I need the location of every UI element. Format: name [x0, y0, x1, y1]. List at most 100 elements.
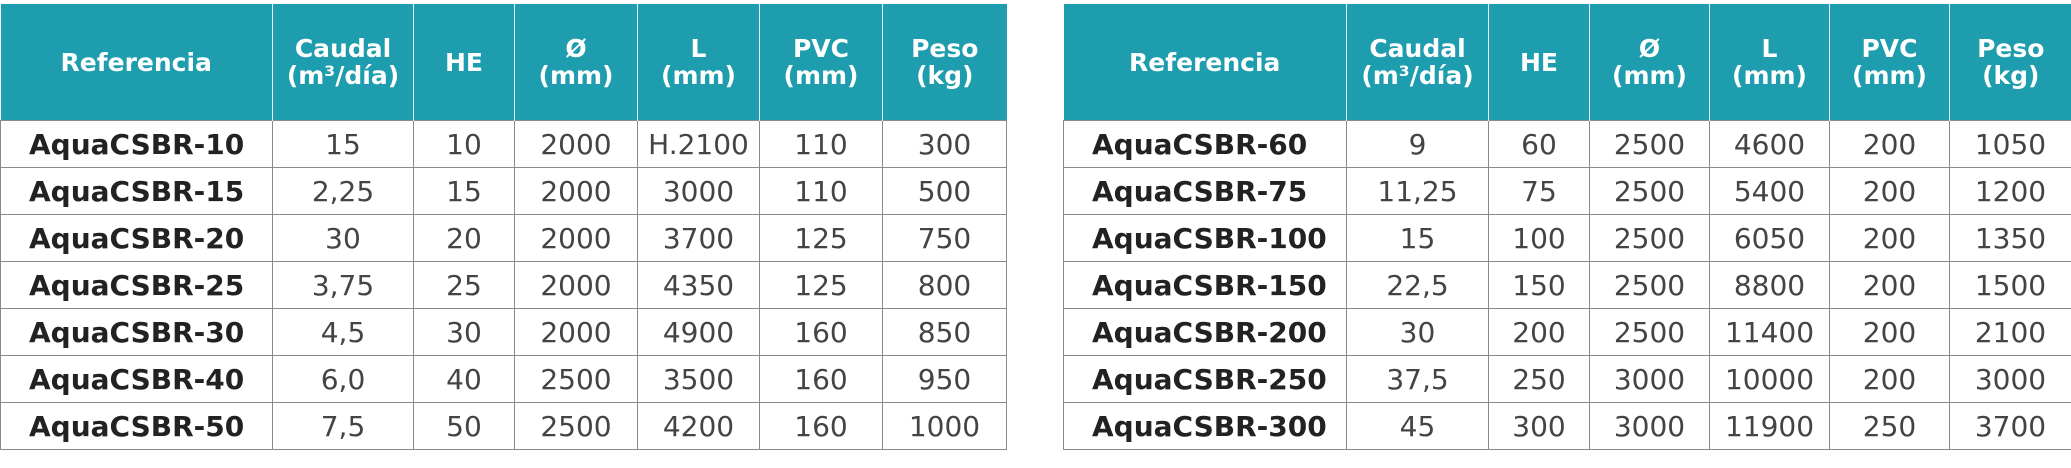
cell: 200 [1488, 308, 1590, 356]
model-name: AquaCSBR-20 [0, 214, 273, 262]
cell: 9 [1346, 120, 1489, 168]
cell: H.2100 [637, 120, 760, 168]
cell: 15 [272, 120, 414, 168]
cell: 3000 [1949, 355, 2071, 403]
cell: 200 [1829, 355, 1950, 403]
spec-table: Referencia Caudal (m³/día) HE Ø (mm) L (mm) P… [0, 4, 1007, 450]
cell: 3,75 [272, 261, 414, 309]
cell: 8800 [1709, 261, 1830, 309]
cell: 2500 [514, 402, 638, 450]
cell: 160 [759, 402, 883, 450]
cell: 3700 [637, 214, 760, 262]
cell: 15 [1346, 214, 1489, 262]
cell: 25 [413, 261, 515, 309]
cell: 10000 [1709, 355, 1830, 403]
cell: 2,25 [272, 167, 414, 215]
table-row: AquaCSBR-60 9 60 2500 4600 200 1050 [1063, 120, 2071, 168]
model-name: AquaCSBR-60 [1063, 120, 1347, 168]
model-name: AquaCSBR-40 [0, 355, 273, 403]
model-name: AquaCSBR-30 [0, 308, 273, 356]
cell: 4200 [637, 402, 760, 450]
model-name: AquaCSBR-300 [1063, 402, 1347, 450]
column-header: Ø (mm) [1589, 4, 1710, 121]
cell: 1000 [882, 402, 1007, 450]
model-name: AquaCSBR-150 [1063, 261, 1347, 309]
cell: 300 [1488, 402, 1590, 450]
cell: 2000 [514, 167, 638, 215]
column-header: PVC (mm) [759, 4, 883, 121]
model-name: AquaCSBR-250 [1063, 355, 1347, 403]
cell: 6050 [1709, 214, 1830, 262]
table-row: AquaCSBR-10 15 10 2000 H.2100 110 300 [0, 120, 1007, 168]
cell: 1350 [1949, 214, 2071, 262]
cell: 125 [759, 214, 883, 262]
table-row: AquaCSBR-150 22,5 150 2500 8800 200 1500 [1063, 261, 2071, 309]
cell: 2500 [1589, 167, 1710, 215]
table-row: AquaCSBR-15 2,25 15 2000 3000 110 500 [0, 167, 1007, 215]
cell: 3500 [637, 355, 760, 403]
cell: 200 [1829, 167, 1950, 215]
cell: 6,0 [272, 355, 414, 403]
column-header: HE [1488, 4, 1590, 121]
cell: 75 [1488, 167, 1590, 215]
column-header: HE [413, 4, 515, 121]
cell: 20 [413, 214, 515, 262]
cell: 2500 [1589, 214, 1710, 262]
model-name: AquaCSBR-10 [0, 120, 273, 168]
cell: 950 [882, 355, 1007, 403]
spec-table: Referencia Caudal (m³/día) HE Ø (mm) L (mm) P… [1063, 4, 2071, 450]
cell: 300 [882, 120, 1007, 168]
cell: 37,5 [1346, 355, 1489, 403]
cell: 30 [272, 214, 414, 262]
cell: 850 [882, 308, 1007, 356]
cell: 1200 [1949, 167, 2071, 215]
cell: 110 [759, 120, 883, 168]
cell: 250 [1829, 402, 1950, 450]
cell: 10 [413, 120, 515, 168]
model-name: AquaCSBR-75 [1063, 167, 1347, 215]
cell: 7,5 [272, 402, 414, 450]
cell: 800 [882, 261, 1007, 309]
column-header: Caudal (m³/día) [272, 4, 414, 121]
cell: 60 [1488, 120, 1590, 168]
cell: 3000 [1589, 355, 1710, 403]
cell: 3000 [1589, 402, 1710, 450]
column-header: Referencia [1063, 4, 1347, 121]
column-header: L (mm) [1709, 4, 1830, 121]
cell: 11400 [1709, 308, 1830, 356]
table-row: AquaCSBR-100 15 100 2500 6050 200 1350 [1063, 214, 2071, 262]
cell: 2500 [514, 355, 638, 403]
cell: 3700 [1949, 402, 2071, 450]
cell: 200 [1829, 120, 1950, 168]
model-name: AquaCSBR-15 [0, 167, 273, 215]
cell: 30 [413, 308, 515, 356]
cell: 160 [759, 355, 883, 403]
cell: 1050 [1949, 120, 2071, 168]
table-row: AquaCSBR-250 37,5 250 3000 10000 200 3000 [1063, 355, 2071, 403]
cell: 11900 [1709, 402, 1830, 450]
cell: 11,25 [1346, 167, 1489, 215]
column-header: L (mm) [637, 4, 760, 121]
model-name: AquaCSBR-25 [0, 261, 273, 309]
cell: 3000 [637, 167, 760, 215]
table-row: AquaCSBR-40 6,0 40 2500 3500 160 950 [0, 355, 1007, 403]
model-name: AquaCSBR-200 [1063, 308, 1347, 356]
cell: 2500 [1589, 261, 1710, 309]
cell: 40 [413, 355, 515, 403]
cell: 22,5 [1346, 261, 1489, 309]
cell: 2000 [514, 214, 638, 262]
column-header: Peso (kg) [882, 4, 1007, 121]
header-row: Referencia Caudal (m³/día) HE Ø (mm) L (mm) P… [0, 4, 1007, 121]
cell: 15 [413, 167, 515, 215]
cell: 110 [759, 167, 883, 215]
cell: 4900 [637, 308, 760, 356]
table-row: AquaCSBR-75 11,25 75 2500 5400 200 1200 [1063, 167, 2071, 215]
cell: 160 [759, 308, 883, 356]
cell: 200 [1829, 214, 1950, 262]
cell: 4,5 [272, 308, 414, 356]
cell: 150 [1488, 261, 1590, 309]
model-name: AquaCSBR-50 [0, 402, 273, 450]
column-header: Peso (kg) [1949, 4, 2071, 121]
column-header: PVC (mm) [1829, 4, 1950, 121]
